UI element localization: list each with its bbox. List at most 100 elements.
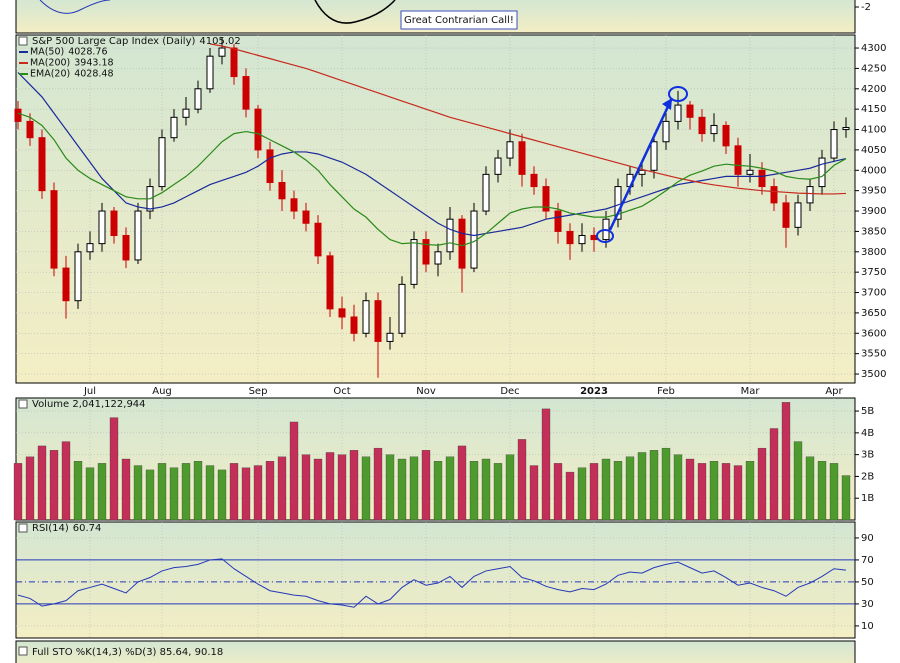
annotation-box (400, 10, 518, 30)
candle-body (422, 239, 430, 265)
candle-body (542, 186, 550, 212)
volume-bar (13, 463, 23, 521)
candle-body (770, 186, 778, 204)
trend-annotation (662, 98, 672, 110)
candle-body (338, 308, 346, 318)
volume-bar (781, 402, 791, 521)
volume-bar (349, 450, 359, 521)
volume-bar (625, 456, 635, 521)
volume-bar (697, 463, 707, 521)
volume-bar (457, 445, 467, 521)
volume-bar (829, 463, 839, 521)
x-tick-label: Oct (333, 386, 350, 397)
y-tick-label: -2 (861, 2, 871, 13)
panel-icon (18, 646, 28, 656)
panel-title: S&P 500 Large Cap Index (Daily) (32, 36, 195, 47)
candle-body (386, 332, 394, 342)
volume-bar (145, 469, 155, 521)
candle-body (122, 234, 130, 261)
candle-body (158, 137, 166, 188)
y-tick-label: 4000 (861, 165, 886, 176)
volume-bar (769, 428, 779, 521)
y-tick-label: 90 (861, 533, 874, 544)
panel-icon (18, 523, 28, 533)
volume-bar (301, 454, 311, 521)
volume-bar (445, 456, 455, 521)
sto-title: Full STO %K(14,3) %D(3) 85.64, 90.18 (32, 647, 223, 658)
volume-bar (577, 467, 587, 521)
volume-bar (589, 463, 599, 521)
volume-bar (517, 439, 527, 521)
candle-body (362, 300, 370, 334)
volume-bar (337, 454, 347, 521)
candle-body (14, 108, 22, 122)
panel (15, 34, 856, 384)
y-tick-label: 3950 (861, 186, 886, 197)
ma-line (17, 112, 847, 247)
candle-body (698, 116, 706, 135)
legend-value: 4028.48 (74, 69, 113, 80)
candle-body (746, 169, 754, 175)
volume-bar (49, 450, 59, 521)
annotation: Great Contrarian Call! (404, 15, 514, 26)
y-tick-label: 3B (861, 450, 874, 461)
y-tick-label: 4250 (861, 63, 886, 74)
y-tick-label: 3700 (861, 288, 886, 299)
candle-body (554, 210, 562, 232)
volume-bar (553, 463, 563, 521)
volume-bar (757, 447, 767, 521)
volume-bar (433, 461, 443, 521)
volume-bar (385, 454, 395, 521)
volume-bar (817, 461, 827, 521)
candle-body (194, 88, 202, 110)
trend-annotation (596, 229, 614, 243)
panel-title: RSI(14) (32, 523, 69, 534)
candle-body (710, 124, 718, 135)
volume-bar (133, 465, 143, 521)
legend-name: MA(200) (30, 58, 70, 69)
y-tick-label: 1B (861, 493, 874, 504)
candle-body (806, 186, 814, 204)
candle-body (458, 218, 466, 269)
candle-body (734, 145, 742, 175)
volume-bar (481, 458, 491, 521)
candle-body (398, 283, 406, 334)
candle-body (662, 120, 670, 143)
y-tick-label: 5B (861, 406, 874, 417)
volume-bar (205, 465, 215, 521)
volume-bar (493, 463, 503, 521)
candle-body (614, 186, 622, 220)
candle-body (782, 202, 790, 228)
candle-body (98, 210, 106, 245)
candle-body (434, 251, 442, 265)
volume-bar (673, 454, 683, 521)
y-tick-label: 70 (861, 555, 874, 566)
candle-body (794, 202, 802, 228)
candle-body (350, 316, 358, 334)
volume-bar (217, 469, 227, 521)
candle-body (674, 104, 682, 122)
candle-body (50, 190, 58, 269)
volume-bar (505, 454, 515, 521)
candle-body (578, 234, 586, 245)
volume-bar (241, 467, 251, 521)
candle-body (518, 141, 526, 175)
volume-bar (193, 461, 203, 521)
candle-body (842, 126, 850, 131)
volume-bar (721, 463, 731, 521)
x-tick-label: Dec (500, 386, 519, 397)
candle-body (242, 76, 250, 110)
candle-body (74, 251, 82, 302)
candle-body (410, 239, 418, 285)
legend-name: MA(50) (30, 47, 64, 58)
volume-bar (613, 461, 623, 521)
volume-bar (649, 450, 659, 521)
candle-body (38, 137, 46, 192)
candle-body (86, 243, 94, 253)
volume-bar (685, 458, 695, 521)
volume-bar (277, 456, 287, 521)
trend-annotation (668, 86, 688, 102)
volume-bar (253, 465, 263, 521)
y-tick-label: 4200 (861, 84, 886, 95)
